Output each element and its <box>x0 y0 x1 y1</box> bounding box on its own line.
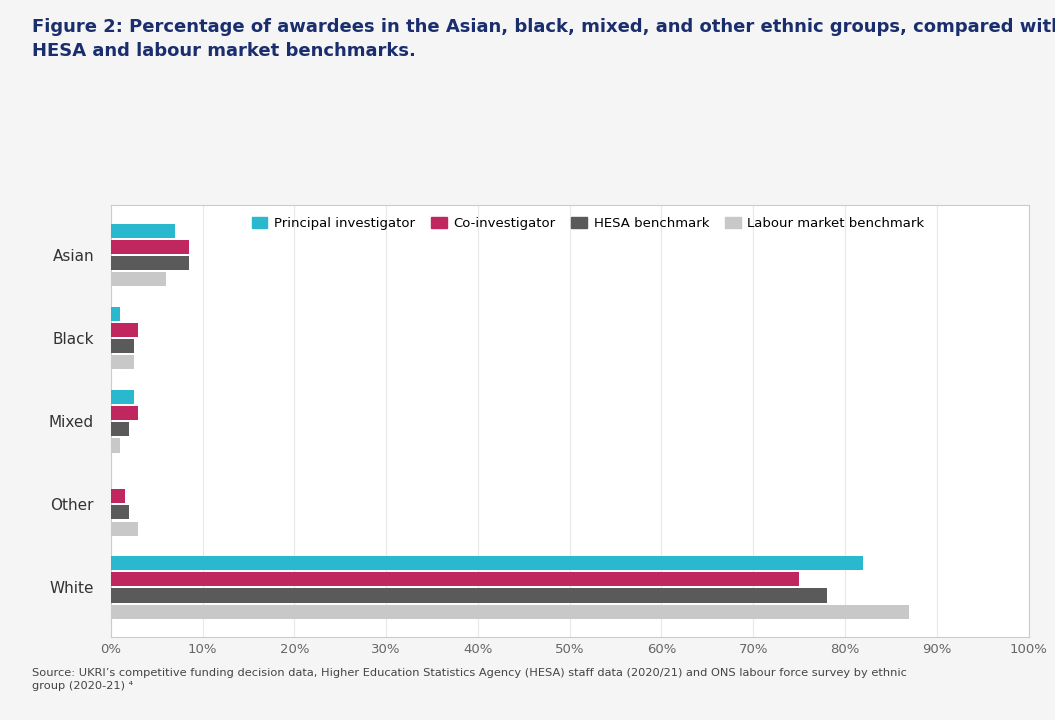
Text: Figure 2: Percentage of awardees in the Asian, black, mixed, and other ethnic gr: Figure 2: Percentage of awardees in the … <box>32 18 1055 60</box>
Bar <box>111 556 863 570</box>
Bar <box>111 605 909 618</box>
Bar <box>111 438 120 453</box>
Text: Source: UKRI’s competitive funding decision data, Higher Education Statistics Ag: Source: UKRI’s competitive funding decis… <box>32 668 906 691</box>
Bar <box>111 272 166 287</box>
Bar <box>111 572 800 586</box>
Bar <box>111 505 129 519</box>
Bar <box>111 307 120 321</box>
Bar <box>111 588 827 603</box>
Bar <box>111 256 189 270</box>
Bar <box>111 323 138 337</box>
Bar <box>111 390 134 404</box>
Bar <box>111 339 134 354</box>
Bar <box>111 356 134 369</box>
Bar <box>111 521 138 536</box>
Bar <box>111 406 138 420</box>
Bar <box>111 489 124 503</box>
Bar <box>111 240 189 254</box>
Bar <box>111 224 175 238</box>
Legend: Principal investigator, Co-investigator, HESA benchmark, Labour market benchmark: Principal investigator, Co-investigator,… <box>246 212 929 235</box>
Bar <box>111 422 129 436</box>
